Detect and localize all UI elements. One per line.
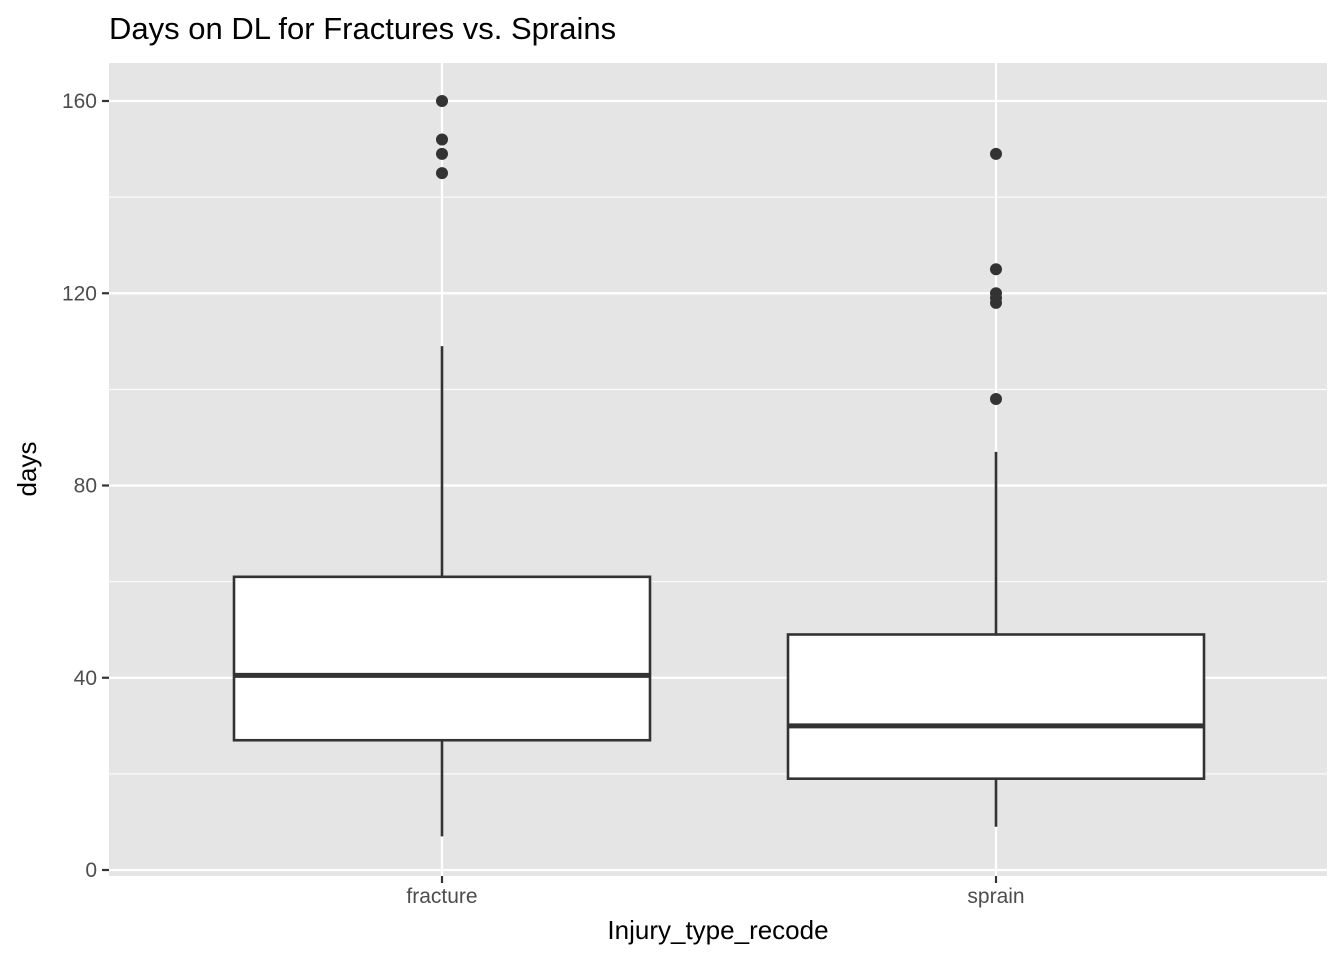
y-tick-label: 40 bbox=[74, 667, 97, 690]
outlier-point bbox=[436, 167, 448, 180]
y-axis-title: days bbox=[12, 442, 42, 497]
y-tick-label: 160 bbox=[62, 90, 97, 113]
boxplot-sprain bbox=[786, 147, 1206, 827]
y-axis: 0 40 80 120 160 bbox=[62, 90, 109, 882]
y-tick-label: 80 bbox=[74, 475, 97, 498]
outlier-point bbox=[436, 95, 448, 107]
x-tick-label: sprain bbox=[967, 885, 1024, 908]
outlier-point bbox=[990, 392, 1002, 405]
outlier-point bbox=[990, 147, 1002, 160]
box-iqr bbox=[232, 575, 652, 742]
y-tick-label: 120 bbox=[62, 282, 97, 305]
chart-title: Days on DL for Fractures vs. Sprains bbox=[109, 11, 616, 46]
outlier-point bbox=[990, 263, 1002, 276]
box-iqr bbox=[786, 633, 1206, 780]
boxplots bbox=[232, 95, 1206, 837]
y-tick-label: 0 bbox=[85, 859, 97, 882]
x-tick-label: fracture bbox=[406, 885, 477, 908]
outlier-point bbox=[436, 133, 448, 146]
x-axis-title: Injury_type_recode bbox=[607, 915, 828, 945]
x-axis: fracture sprain bbox=[406, 876, 1025, 908]
boxplot-fracture bbox=[232, 95, 652, 837]
outlier-point bbox=[436, 147, 448, 160]
outlier-point bbox=[990, 287, 1002, 300]
